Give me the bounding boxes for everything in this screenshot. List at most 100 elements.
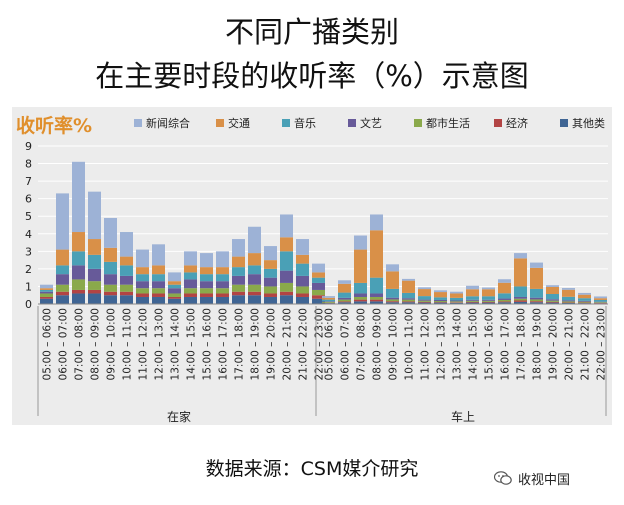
x-tick-label-home-14: 19:00 – 20:00	[266, 308, 278, 380]
bar-car-10-4	[482, 296, 495, 300]
legend-label-1: 交通	[228, 116, 250, 130]
bar-home-13-0	[248, 295, 261, 304]
bar-car-0-4	[322, 299, 335, 302]
bar-car-5-1	[402, 301, 415, 303]
bar-car-14-0	[546, 302, 559, 304]
bar-car-14-5	[546, 286, 559, 294]
x-tick-label-home-2: 07:00 – 08:00	[74, 308, 86, 380]
bar-home-1-5	[56, 249, 69, 266]
bar-car-5-3	[402, 298, 415, 300]
bar-home-11-1	[216, 293, 229, 297]
y-axis-label: 收听率%	[16, 114, 92, 137]
bar-car-10-2	[482, 300, 495, 302]
x-tick-label-home-3: 08:00 – 09:00	[90, 308, 102, 380]
bar-car-13-0	[530, 302, 543, 304]
bar-home-3-1	[88, 289, 101, 294]
bar-car-14-4	[546, 293, 559, 300]
bar-car-17-5	[594, 298, 607, 300]
bar-car-11-0	[498, 302, 511, 304]
bar-home-10-4	[200, 274, 213, 282]
bar-home-15-6	[280, 214, 293, 238]
bar-home-1-0	[56, 295, 69, 304]
bar-home-10-6	[200, 253, 213, 268]
bar-car-7-4	[434, 297, 447, 300]
bar-home-2-5	[72, 232, 85, 252]
bar-home-13-4	[248, 265, 261, 275]
bar-home-2-0	[72, 293, 85, 304]
bar-car-1-6	[338, 280, 351, 284]
bar-home-7-0	[152, 296, 165, 304]
bar-home-3-6	[88, 191, 101, 240]
legend-label-6: 其他类	[572, 116, 605, 130]
bar-car-12-6	[514, 253, 527, 259]
bar-car-15-3	[562, 300, 575, 302]
bar-home-15-2	[280, 282, 293, 292]
legend-swatch-0	[134, 119, 142, 127]
legend-label-0: 新闻综合	[146, 116, 190, 130]
bar-car-15-0	[562, 302, 575, 304]
bar-home-5-5	[120, 256, 133, 266]
bar-home-9-5	[184, 265, 197, 273]
bar-home-16-3	[296, 275, 309, 287]
bar-home-14-3	[264, 277, 277, 287]
x-tick-label-car-6: 11:00 – 12:00	[420, 308, 432, 380]
bar-car-12-2	[514, 298, 527, 301]
bar-home-17-2	[312, 289, 325, 296]
bar-car-8-2	[450, 301, 463, 303]
bar-car-4-4	[386, 288, 399, 298]
bar-home-12-1	[232, 291, 245, 296]
x-tick-label-home-11: 16:00 – 17:00	[218, 308, 230, 380]
x-tick-label-car-0: 05:00 – 06:00	[324, 308, 336, 380]
bar-car-16-3	[578, 300, 591, 302]
bar-car-7-5	[434, 292, 447, 298]
bar-car-2-6	[354, 235, 367, 250]
bar-home-5-2	[120, 284, 133, 292]
bar-car-4-5	[386, 271, 399, 289]
legend-swatch-6	[560, 119, 568, 127]
bar-car-5-4	[402, 292, 415, 299]
bar-car-13-6	[530, 262, 543, 268]
bar-home-11-2	[216, 288, 229, 294]
bar-home-10-0	[200, 296, 213, 304]
bar-home-11-6	[216, 251, 229, 268]
bar-car-6-6	[418, 287, 431, 290]
bar-car-13-1	[530, 301, 543, 303]
bar-home-3-3	[88, 268, 101, 282]
legend-swatch-3	[348, 119, 356, 127]
bar-home-6-6	[136, 249, 149, 268]
bar-home-11-4	[216, 274, 229, 282]
legend-label-3: 文艺	[360, 116, 382, 130]
bar-home-13-5	[248, 253, 261, 266]
bar-home-8-3	[168, 288, 181, 294]
bar-home-7-3	[152, 281, 165, 289]
bar-home-17-5	[312, 272, 325, 278]
bar-home-12-0	[232, 295, 245, 304]
bar-car-8-1	[450, 302, 463, 303]
bar-car-6-3	[418, 299, 431, 301]
bar-home-2-6	[72, 161, 85, 233]
bar-car-9-2	[466, 300, 479, 302]
bar-home-17-0	[312, 298, 325, 304]
bar-car-17-2	[594, 302, 607, 303]
bar-car-7-0	[434, 302, 447, 304]
bar-home-1-3	[56, 274, 69, 285]
x-tick-label-car-10: 15:00 – 16:00	[484, 308, 496, 380]
bar-home-10-1	[200, 293, 213, 297]
watermark: 收视中国	[494, 469, 570, 488]
bar-home-3-2	[88, 281, 101, 290]
bar-home-0-0	[40, 298, 53, 304]
x-tick-label-car-1: 06:00 – 07:00	[340, 308, 352, 380]
bar-car-17-4	[594, 299, 607, 302]
bar-car-16-1	[578, 302, 591, 304]
bar-home-14-4	[264, 268, 277, 278]
bar-home-10-2	[200, 288, 213, 294]
x-tick-label-home-7: 12:00 – 13:00	[154, 308, 166, 380]
bar-car-6-5	[418, 289, 431, 297]
bar-home-10-5	[200, 267, 213, 275]
bar-home-12-2	[232, 284, 245, 292]
bar-home-14-2	[264, 286, 277, 294]
bar-car-9-4	[466, 296, 479, 300]
y-tick-label-2: 2	[25, 263, 32, 276]
bar-home-16-4	[296, 263, 309, 276]
bar-car-16-4	[578, 298, 591, 301]
